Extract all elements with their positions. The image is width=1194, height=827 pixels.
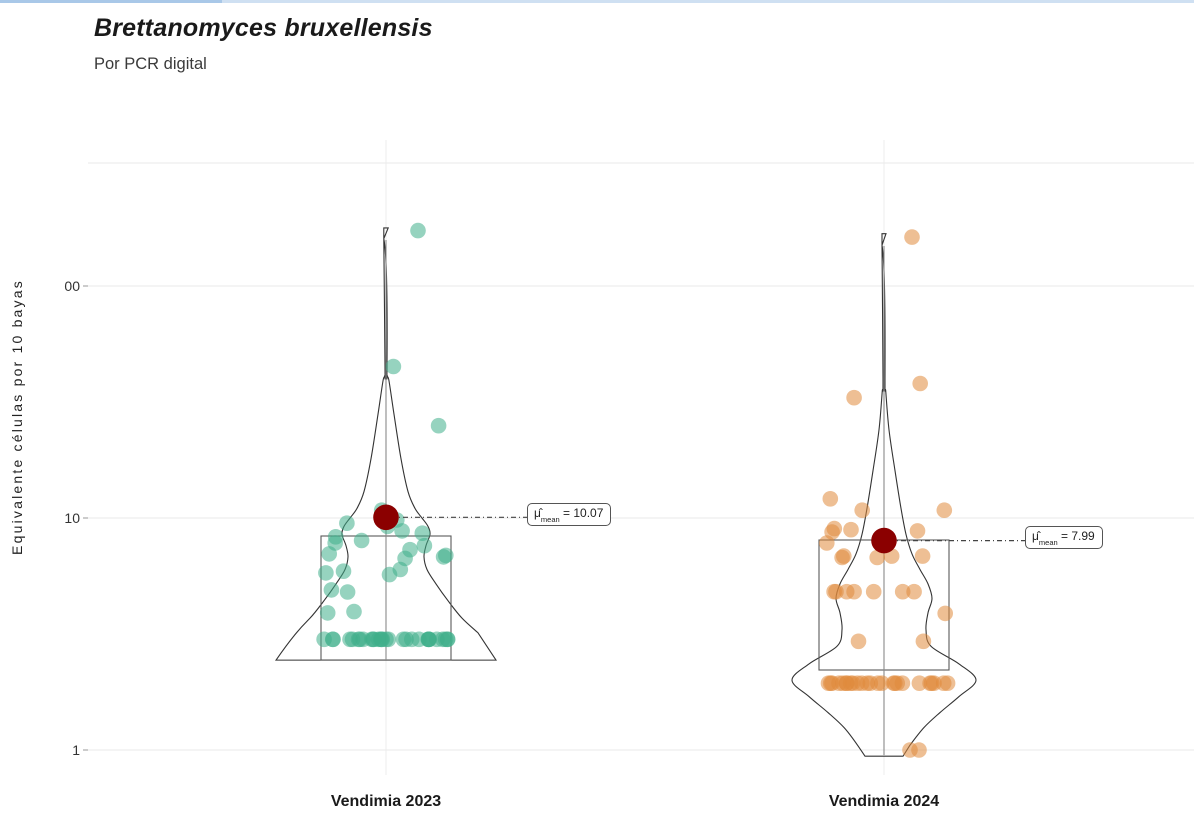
svg-text:00: 00 xyxy=(64,278,80,294)
svg-text:10: 10 xyxy=(64,510,80,526)
svg-text:1: 1 xyxy=(72,742,80,758)
